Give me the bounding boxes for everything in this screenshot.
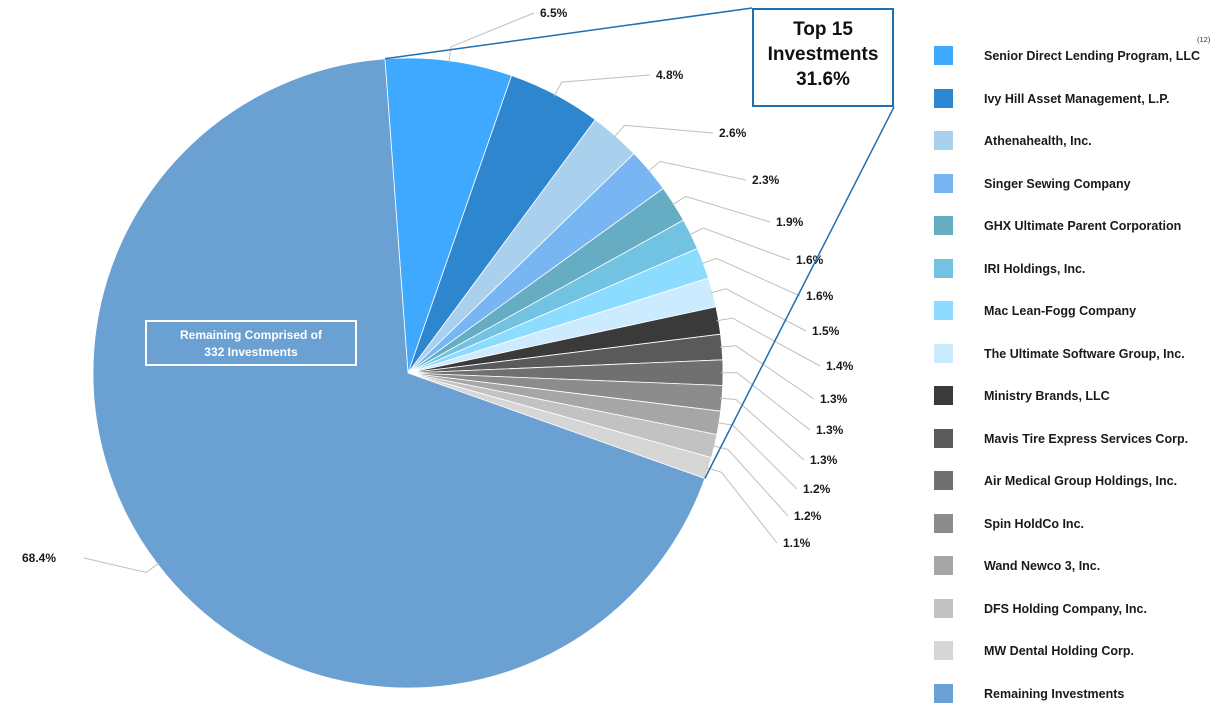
legend-item: Mac Lean-Fogg Company	[934, 291, 1224, 321]
legend-swatch	[934, 46, 953, 65]
legend-swatch	[934, 88, 953, 108]
legend-label: Athenahealth, Inc.	[984, 134, 1092, 148]
legend-item: Senior Direct Lending Program, LLC	[934, 36, 1224, 66]
legend-item: Remaining Investments	[934, 674, 1224, 704]
legend-label: Singer Sewing Company	[984, 176, 1131, 191]
legend-label: IRI Holdings, Inc.	[984, 261, 1086, 276]
legend-item: Singer Sewing Company	[934, 164, 1224, 194]
leader-line-4	[647, 160, 747, 181]
legend-item: Ivy Hill Asset Management, L.P.	[934, 79, 1224, 109]
data-label-16: 68.4%	[22, 551, 56, 565]
top-box-line3: 31.6%	[796, 69, 850, 90]
legend-swatch	[934, 683, 953, 703]
leader-line-1	[448, 12, 535, 63]
top-investments-box: Top 15 Investments 31.6%	[752, 8, 894, 107]
legend-item: The Ultimate Software Group, Inc.	[934, 334, 1224, 364]
data-label-9: 1.4%	[826, 359, 854, 373]
legend-item: Spin HoldCo Inc.	[934, 504, 1224, 534]
legend-swatch	[934, 343, 953, 363]
legend-item: Air Medical Group Holdings, Inc.	[934, 461, 1224, 491]
data-label-12: 1.3%	[810, 453, 838, 467]
legend-item: Mavis Tire Express Services Corp.	[934, 419, 1224, 449]
legend-swatch	[934, 513, 953, 533]
legend-label: Ivy Hill Asset Management, L.P.	[984, 91, 1170, 106]
legend-swatch	[934, 471, 953, 490]
data-label-3: 2.6%	[719, 126, 747, 140]
top-box-line1: Top 15	[793, 19, 853, 40]
legend-swatch	[934, 301, 953, 320]
legend-label: Mavis Tire Express Services Corp.	[984, 431, 1189, 446]
data-label-2: 4.8%	[656, 68, 684, 82]
data-label-5: 1.9%	[776, 215, 804, 229]
leader-line-15	[706, 467, 778, 544]
leader-line-10	[719, 345, 815, 400]
data-label-8: 1.5%	[812, 324, 840, 338]
footnote-marker: (12)	[1197, 35, 1211, 44]
legend-label: Senior Direct Lending Program, LLC	[984, 49, 1200, 63]
leader-line-7	[701, 257, 801, 297]
legend-swatch	[934, 598, 953, 618]
legend-label: Wand Newco 3, Inc.	[984, 559, 1101, 573]
remain-box-line1: Remaining Comprised of	[179, 328, 322, 342]
legend-swatch	[934, 258, 953, 278]
leader-line-9	[716, 317, 821, 367]
data-label-14: 1.2%	[794, 509, 822, 523]
data-label-11: 1.3%	[816, 423, 844, 437]
remaining-investments-box: Remaining Comprised of 332 Investments	[145, 320, 357, 366]
legend-item: GHX Ultimate Parent Corporation	[934, 206, 1224, 236]
legend-swatch	[934, 216, 953, 235]
leader-line-16	[83, 557, 160, 574]
leader-line-6	[688, 227, 791, 261]
legend-label: Ministry Brands, LLC	[984, 389, 1110, 403]
callout-line-top	[384, 7, 753, 60]
leader-line-14	[712, 445, 789, 517]
legend-swatch	[934, 428, 953, 448]
callout-line-bottom	[704, 106, 895, 479]
legend-swatch	[934, 386, 953, 405]
legend-item: Athenahealth, Inc.	[934, 121, 1224, 151]
legend-swatch	[934, 556, 953, 575]
data-label-10: 1.3%	[820, 392, 848, 406]
data-label-13: 1.2%	[803, 482, 831, 496]
legend-swatch	[934, 131, 953, 150]
legend-item: MW Dental Holding Corp.	[934, 631, 1224, 661]
leader-line-12	[719, 397, 805, 461]
remain-box-line2: 332 Investments	[204, 345, 298, 359]
legend-item: IRI Holdings, Inc.	[934, 249, 1224, 279]
legend-label: Mac Lean-Fogg Company	[984, 304, 1137, 318]
legend-swatch	[934, 173, 953, 193]
leader-line-8	[710, 288, 807, 332]
legend-label: MW Dental Holding Corp.	[984, 644, 1134, 658]
legend-item: Ministry Brands, LLC	[934, 376, 1224, 406]
data-label-1: 6.5%	[540, 6, 568, 20]
data-label-6: 1.6%	[796, 253, 824, 267]
leader-line-3	[613, 124, 714, 138]
leader-line-11	[721, 372, 811, 431]
legend-label: DFS Holding Company, Inc.	[984, 601, 1147, 616]
legend-label: The Ultimate Software Group, Inc.	[984, 346, 1185, 361]
legend-label: GHX Ultimate Parent Corporation	[984, 219, 1182, 233]
legend-label: Spin HoldCo Inc.	[984, 516, 1084, 531]
top-box-line2: Investments	[767, 44, 879, 65]
legend-label: Air Medical Group Holdings, Inc.	[984, 474, 1178, 488]
leader-line-2	[553, 74, 651, 97]
legend-item: Wand Newco 3, Inc.	[934, 546, 1224, 576]
data-label-15: 1.1%	[783, 536, 811, 550]
data-label-4: 2.3%	[752, 173, 780, 187]
legend-item: DFS Holding Company, Inc.	[934, 589, 1224, 619]
legend-label: Remaining Investments	[984, 686, 1125, 701]
leader-line-5	[671, 195, 771, 223]
data-label-7: 1.6%	[806, 289, 834, 303]
legend-swatch	[934, 641, 953, 660]
